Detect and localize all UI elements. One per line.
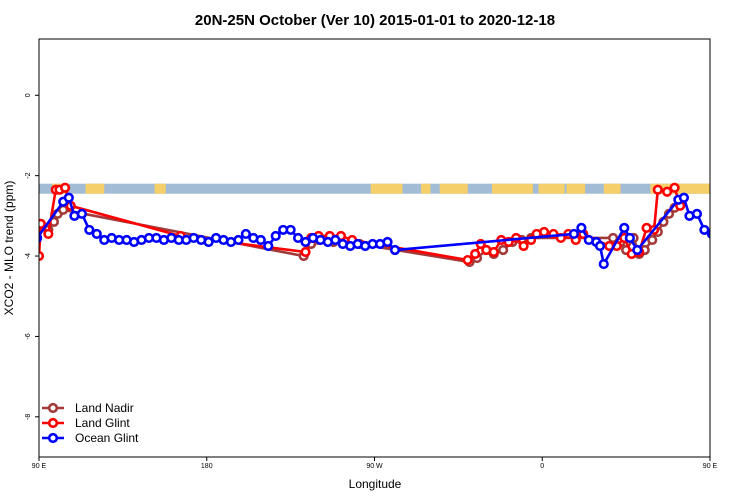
land-patch	[714, 184, 721, 194]
data-point	[619, 222, 630, 234]
x-tick-label: 90 E	[703, 463, 718, 470]
data-point	[716, 234, 724, 242]
land-patch	[370, 183, 403, 194]
series-1	[30, 182, 686, 266]
x-tick-label: 90 W	[366, 463, 383, 470]
data-point	[240, 228, 251, 240]
data-point	[568, 228, 580, 240]
data-point	[576, 222, 587, 234]
data-point	[255, 234, 266, 246]
data-point	[691, 208, 703, 219]
x-tick-label: 90 E	[32, 463, 47, 470]
data-point	[594, 240, 606, 252]
legend-label: Ocean Glint	[75, 431, 139, 445]
data-point	[84, 224, 95, 236]
series-layer	[30, 182, 750, 270]
data-point	[300, 236, 311, 248]
data-point	[662, 186, 673, 197]
data-point	[706, 229, 710, 239]
data-point	[300, 246, 311, 258]
data-point	[203, 236, 214, 248]
legend-item: Ocean Glint	[42, 431, 139, 445]
data-point	[39, 233, 43, 243]
y-tick-label: 0	[25, 93, 32, 97]
series-2	[39, 192, 750, 270]
x-axis-label: Longitude	[349, 477, 402, 491]
land-patch	[421, 183, 431, 194]
data-point	[285, 224, 296, 236]
y-axis: 0 -2 -4 -6 -8	[25, 93, 39, 420]
y-tick-label: -4	[25, 253, 32, 259]
land-patch	[650, 183, 710, 194]
data-point	[488, 246, 499, 258]
y-tick-label: -6	[25, 333, 32, 339]
data-point	[39, 218, 46, 229]
data-point	[292, 232, 304, 244]
y-tick-label: -8	[25, 414, 32, 420]
legend-item: Land Glint	[42, 416, 130, 430]
legend-label: Land Nadir	[75, 401, 134, 415]
data-point	[738, 234, 746, 242]
land-patch	[491, 183, 533, 194]
data-point	[632, 244, 643, 256]
data-point	[91, 228, 102, 240]
data-point	[624, 232, 635, 244]
data-point	[730, 234, 738, 242]
land-patch	[603, 183, 621, 194]
data-point	[723, 236, 731, 244]
data-point	[699, 224, 710, 236]
x-tick-label: 0	[540, 463, 544, 470]
data-point	[233, 234, 244, 246]
data-point	[669, 182, 680, 193]
legend-item: Land Nadir	[42, 401, 134, 415]
data-point	[43, 228, 54, 240]
land-patch	[538, 183, 565, 194]
data-point	[652, 184, 663, 195]
land-patch	[154, 183, 166, 194]
legend-marker	[47, 402, 59, 414]
data-point	[263, 240, 274, 252]
data-point	[382, 236, 393, 248]
chart-title: 20N-25N October (Ver 10) 2015-01-01 to 2…	[195, 12, 555, 29]
data-point	[270, 230, 281, 242]
data-point	[498, 244, 509, 256]
data-point	[518, 240, 529, 252]
data-point	[330, 234, 341, 246]
data-point	[76, 208, 87, 219]
land-patch	[85, 183, 105, 194]
legend-marker	[47, 417, 59, 429]
data-point	[678, 192, 690, 203]
data-point	[30, 246, 38, 254]
data-point	[63, 192, 74, 203]
x-tick-label: 180	[201, 463, 213, 470]
x-axis: 90 E 180 90 W 0 90 E	[32, 457, 718, 470]
y-tick-label: -2	[25, 172, 32, 178]
land-patch	[566, 183, 586, 194]
map-strip	[39, 183, 721, 194]
data-point	[647, 234, 658, 246]
land-patch	[439, 183, 468, 194]
data-point	[745, 236, 750, 244]
legend-label: Land Glint	[75, 416, 130, 430]
data-point	[462, 254, 473, 266]
data-point	[607, 232, 619, 244]
data-point	[59, 182, 71, 193]
data-point	[389, 244, 401, 256]
y-axis-label: XCO2 - MLO trend (ppm)	[2, 181, 16, 316]
data-point	[539, 226, 550, 238]
data-point	[470, 248, 481, 260]
data-point	[598, 258, 609, 270]
legend-marker	[47, 432, 59, 444]
